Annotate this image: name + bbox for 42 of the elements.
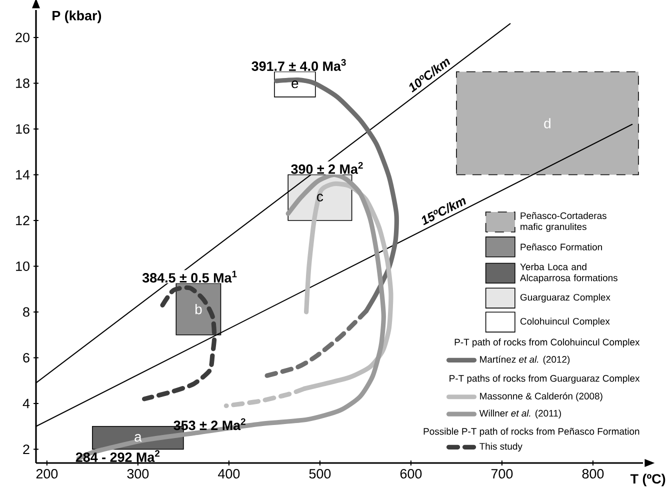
annotation: d xyxy=(544,118,550,128)
y-tick-label: 2 xyxy=(23,444,30,454)
y-tick-label: 10 xyxy=(16,261,30,271)
y-tick-label: 16 xyxy=(16,124,30,134)
x-tick-label: 600 xyxy=(400,469,422,479)
annotation: 384.5 ± 0.5 Ma$^{1}$ xyxy=(142,270,237,283)
x-axis-title: T (ºC) xyxy=(630,474,666,486)
legend-label: Martínez et al. (2012) xyxy=(480,356,570,365)
y-tick-label: 14 xyxy=(16,170,30,180)
legend-label: Colohuincul Complex xyxy=(520,318,610,327)
annotation: 390 ± 2 Ma$^{2}$ xyxy=(291,162,363,174)
annotation: P-T path of rocks from Colohuincul Complex xyxy=(454,338,640,348)
y-tick-label: 18 xyxy=(16,78,30,88)
legend-label: Massonne & Calderón (2008) xyxy=(480,392,602,402)
x-tick-label: 300 xyxy=(127,469,149,479)
annotation: P-T paths of rocks from Guarguaraz Complex xyxy=(450,374,640,384)
x-tick-label: 500 xyxy=(309,469,331,479)
legend-label: This study xyxy=(480,442,522,452)
legend-label: Guarguaraz Complex xyxy=(520,294,610,303)
x-tick-label: 400 xyxy=(218,469,240,479)
annotation: 284 - 292 Ma$^{2}$ xyxy=(76,450,160,462)
y-tick-label: 8 xyxy=(23,307,30,317)
annotation: b xyxy=(195,304,202,314)
annotation: Possible P-T path of rocks from Peñasco Formation xyxy=(424,428,640,437)
annotation: 391.7 ± 4.0 Ma$^{3}$ xyxy=(252,59,346,71)
annotation: c xyxy=(317,194,324,202)
y-tick-label: 4 xyxy=(22,398,30,408)
y-tick-label: 20 xyxy=(16,32,30,42)
legend-label: Peñasco Formation xyxy=(520,243,602,250)
legend-label: Willner et al. (2011) xyxy=(479,410,561,418)
line-series xyxy=(76,172,386,461)
y-tick-label: 12 xyxy=(16,216,30,226)
x-tick-label: 700 xyxy=(491,469,513,479)
line-series xyxy=(142,285,217,402)
legend-label: Peñasco-Cortaderas mafic granulites xyxy=(520,212,606,232)
y-axis-title: P (kbar) xyxy=(52,10,102,24)
legend-label: Yerba Loca and Alcaparrosa formations xyxy=(520,263,618,284)
x-tick-label: 800 xyxy=(582,469,604,479)
x-tick-label: 200 xyxy=(36,469,58,479)
annotation: a xyxy=(134,434,142,442)
y-tick-label: 6 xyxy=(23,352,30,363)
annotation: e xyxy=(292,80,298,88)
